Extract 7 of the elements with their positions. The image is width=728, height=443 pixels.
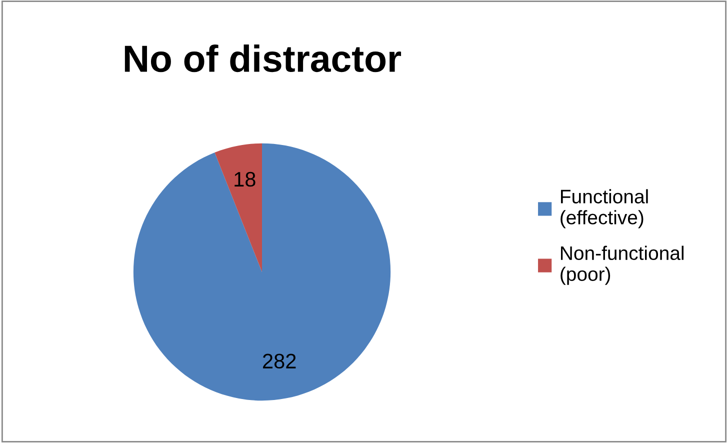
data-label: 282: [263, 354, 296, 369]
legend-label: Functional (effective): [560, 189, 648, 228]
legend-label: Non-functional (poor): [560, 246, 684, 285]
pie-slice: [214, 143, 262, 272]
pie-slice: [133, 143, 391, 401]
data-label: 18: [234, 172, 256, 187]
chart-title: No of distractor: [124, 44, 402, 72]
